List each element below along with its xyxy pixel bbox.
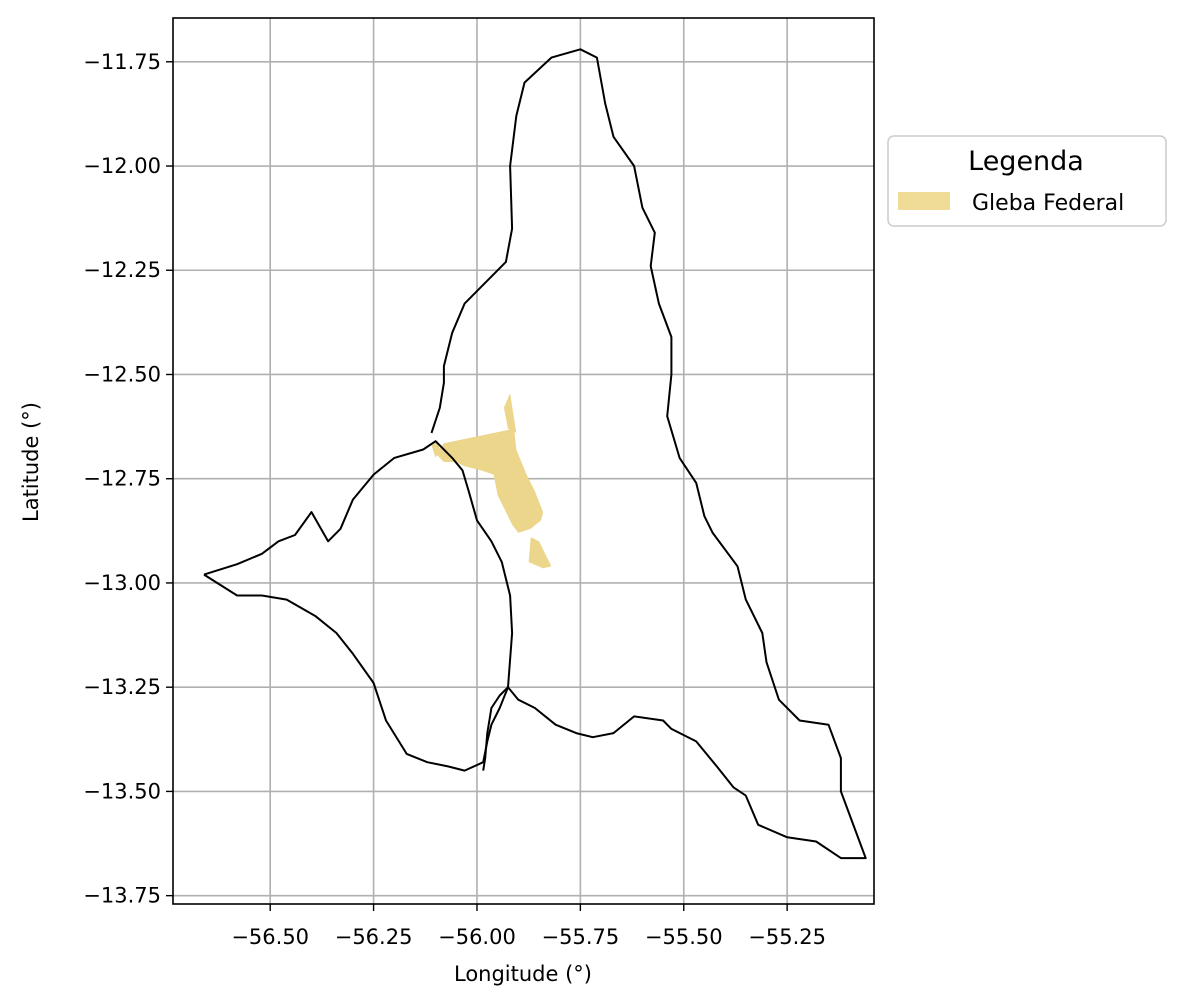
x-tick-label: −56.25 [335,925,413,949]
x-tick-label: −55.50 [645,925,723,949]
boundary-east [430,48,867,860]
legend: Legenda Gleba Federal [887,135,1167,227]
y-tick-label: −13.25 [83,675,161,699]
y-axis-label: Latitude (°) [19,402,43,522]
y-tick-label: −13.75 [83,884,161,908]
y-tick-label: −13.00 [83,571,161,595]
boundary-west [203,440,514,772]
x-tick-label: −56.00 [438,925,516,949]
y-tick-label: −12.25 [83,258,161,282]
x-tick-label: −55.75 [542,925,620,949]
y-tick-label: −12.75 [83,467,161,491]
x-axis-label: Longitude (°) [454,962,592,986]
map-features [203,48,867,860]
x-tick-label: −55.25 [748,925,826,949]
y-tick-label: −11.75 [83,50,161,74]
y-tick-label: −12.00 [83,154,161,178]
gleba-federal-north-spur [503,393,517,433]
legend-frame [887,135,1167,227]
gleba-federal-south-lobe [528,537,552,569]
x-tick-label: −56.50 [231,925,309,949]
gleba-federal-main [435,428,544,533]
axes-frame [172,17,875,905]
legend-title: Legenda [968,146,1084,177]
y-tick-label: −13.50 [83,779,161,803]
y-tick-label: −12.50 [83,362,161,386]
legend-label-gleba-federal: Gleba Federal [972,191,1124,216]
axis-ticks: −56.50 −56.25 −56.00 −55.75 −55.50 −55.25 −11.… [83,50,826,949]
legend-swatch-gleba-federal [898,192,950,210]
gleba-federal-west-bits [431,441,440,458]
